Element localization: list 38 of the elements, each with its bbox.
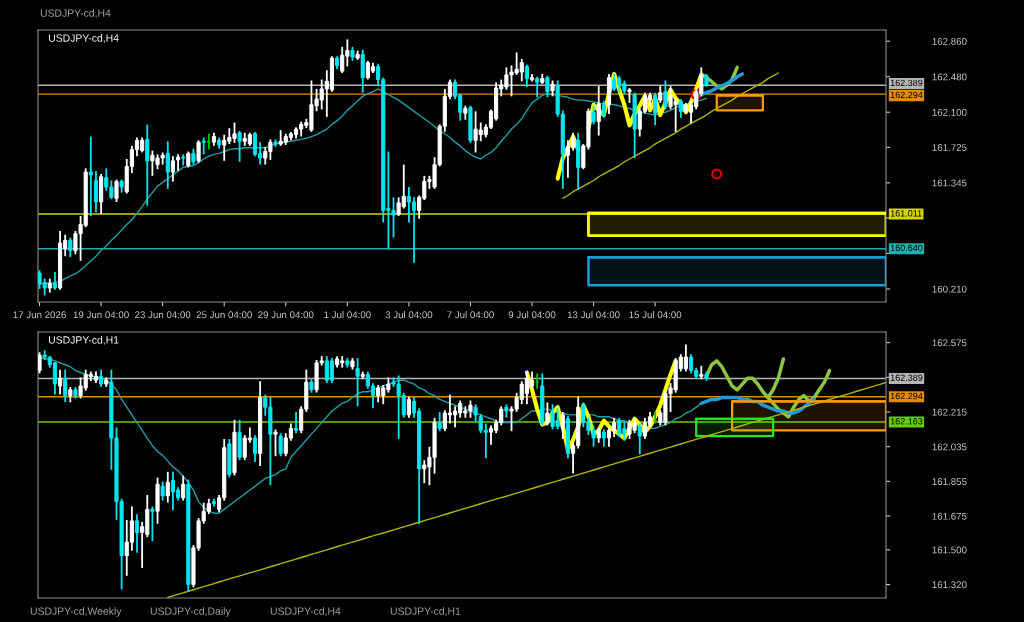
x-tick-label: 13 Jul 04:00 xyxy=(567,311,620,319)
y-tick-label: 161.320 xyxy=(932,581,967,589)
x-tick-label: 7 Jul 04:00 xyxy=(447,311,494,319)
x-tick-label: 3 Jul 04:00 xyxy=(385,311,433,319)
y-tick-label: 162.215 xyxy=(932,408,967,416)
text: USDJPY-cd,H4 xyxy=(270,607,341,617)
y-tick-label: 161.855 xyxy=(932,478,967,485)
y-tick-label: 161.345 xyxy=(932,179,967,187)
text: USDJPY-cd,Weekly xyxy=(30,607,122,617)
y-tick-label: 161.725 xyxy=(932,144,967,151)
x-tick-label: 15 Jul 04:00 xyxy=(629,311,682,319)
y-tick-label: 162.035 xyxy=(932,443,967,451)
x-tick-label: 25 Jun 04:00 xyxy=(196,311,252,319)
y-tick-label: 160.210 xyxy=(932,285,967,293)
y-tick-label: 162.575 xyxy=(932,339,967,347)
ref-line-label: 161.011 xyxy=(890,210,922,217)
text: USDJPY-cd,H4 xyxy=(40,9,111,19)
y-tick-label: 161.500 xyxy=(932,546,967,554)
chart-title: USDJPY-cd,H4 xyxy=(48,34,119,43)
text: USDJPY-cd,Daily xyxy=(150,607,231,617)
x-tick-label: 17 Jun 2026 xyxy=(13,311,66,319)
ref-line-label: 162.389 xyxy=(890,79,923,87)
x-tick-label: 23 Jun 04:00 xyxy=(135,311,191,319)
x-tick-label: 19 Jun 04:00 xyxy=(73,311,129,319)
ref-line-label: 162.389 xyxy=(890,374,923,381)
x-tick-label: 9 Jul 04:00 xyxy=(508,311,556,319)
y-tick-label: 162.100 xyxy=(932,108,967,116)
x-tick-label: 1 Jul 04:00 xyxy=(324,311,371,319)
chart-title: USDJPY-cd,H1 xyxy=(48,335,119,345)
ref-line-label: 162.294 xyxy=(890,91,923,99)
text: USDJPY-cd,H1 xyxy=(390,607,461,617)
y-tick-label: 162.860 xyxy=(932,37,967,45)
y-tick-label: 161.675 xyxy=(932,512,967,520)
ref-line-label: 160.640 xyxy=(890,244,923,252)
ref-line-label: 162.294 xyxy=(890,392,923,400)
y-tick-label: 162.480 xyxy=(932,73,967,81)
x-tick-label: 29 Jun 04:00 xyxy=(258,311,314,319)
ref-line-label: 162.163 xyxy=(890,418,923,425)
